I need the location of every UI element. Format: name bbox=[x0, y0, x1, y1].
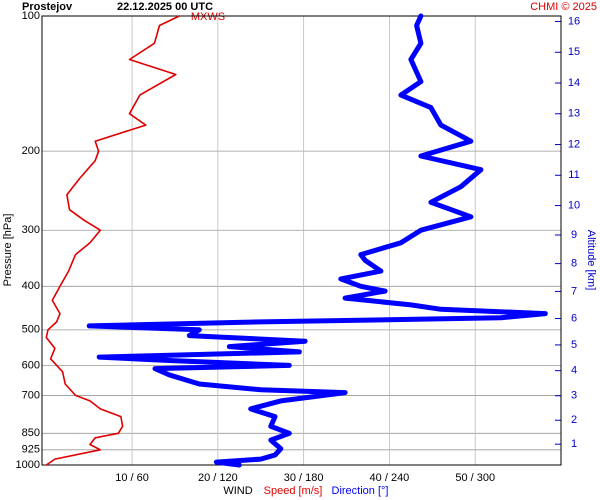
y2-tick-label: 13 bbox=[568, 108, 580, 120]
y-tick-label: 500 bbox=[22, 324, 40, 336]
y2-tick-label: 14 bbox=[568, 77, 580, 89]
x-tick-label: 40 / 240 bbox=[370, 472, 410, 484]
x-tick-label: 20 / 120 bbox=[198, 472, 238, 484]
x-axis-label: WIND bbox=[223, 485, 252, 497]
annotation: MXWS bbox=[191, 11, 225, 23]
y2-tick-label: 9 bbox=[571, 229, 577, 241]
credit: CHMI © 2025 bbox=[530, 1, 597, 13]
y2-tick-label: 3 bbox=[571, 390, 577, 402]
y2-tick-label: 12 bbox=[568, 138, 580, 150]
y2-axis-label: Altitude [km] bbox=[585, 230, 597, 291]
legend-label: Direction [°] bbox=[332, 485, 389, 497]
y2-tick-label: 15 bbox=[568, 46, 580, 58]
y2-tick-label: 4 bbox=[571, 365, 577, 377]
plot-frame bbox=[41, 15, 562, 466]
y-tick-label: 300 bbox=[22, 224, 40, 236]
station: Prostejov bbox=[22, 1, 73, 13]
y-tick-label: 600 bbox=[22, 359, 40, 371]
x-tick-label: 30 / 180 bbox=[284, 472, 324, 484]
x-tick-label: 50 / 300 bbox=[455, 472, 495, 484]
y2-tick-label: 16 bbox=[568, 15, 580, 27]
legend-label: Speed [m/s] bbox=[264, 485, 323, 497]
y2-tick-label: 10 bbox=[568, 199, 580, 211]
y-tick-label: 1000 bbox=[16, 459, 40, 471]
y2-tick-label: 5 bbox=[571, 339, 577, 351]
y2-tick-label: 7 bbox=[571, 285, 577, 297]
x-tick-label: 10 / 60 bbox=[115, 472, 149, 484]
series-line bbox=[45, 15, 181, 466]
y-tick-label: 100 bbox=[22, 10, 40, 22]
y2-tick-label: 2 bbox=[571, 414, 577, 426]
y2-tick-label: 1 bbox=[571, 438, 577, 450]
y2-tick-label: 8 bbox=[571, 258, 577, 270]
y-tick-label: 400 bbox=[22, 280, 40, 292]
y-tick-label: 700 bbox=[22, 389, 40, 401]
y-tick-label: 200 bbox=[22, 145, 40, 157]
series-line bbox=[86, 13, 548, 468]
y-tick-label: 850 bbox=[22, 427, 40, 439]
y2-tick-label: 6 bbox=[571, 312, 577, 324]
y-tick-label: 925 bbox=[22, 444, 40, 456]
time: 22.12.2025 00 UTC bbox=[117, 1, 213, 13]
y-axis-label: Pressure [hPa] bbox=[2, 214, 14, 287]
y2-tick-label: 11 bbox=[568, 169, 579, 181]
